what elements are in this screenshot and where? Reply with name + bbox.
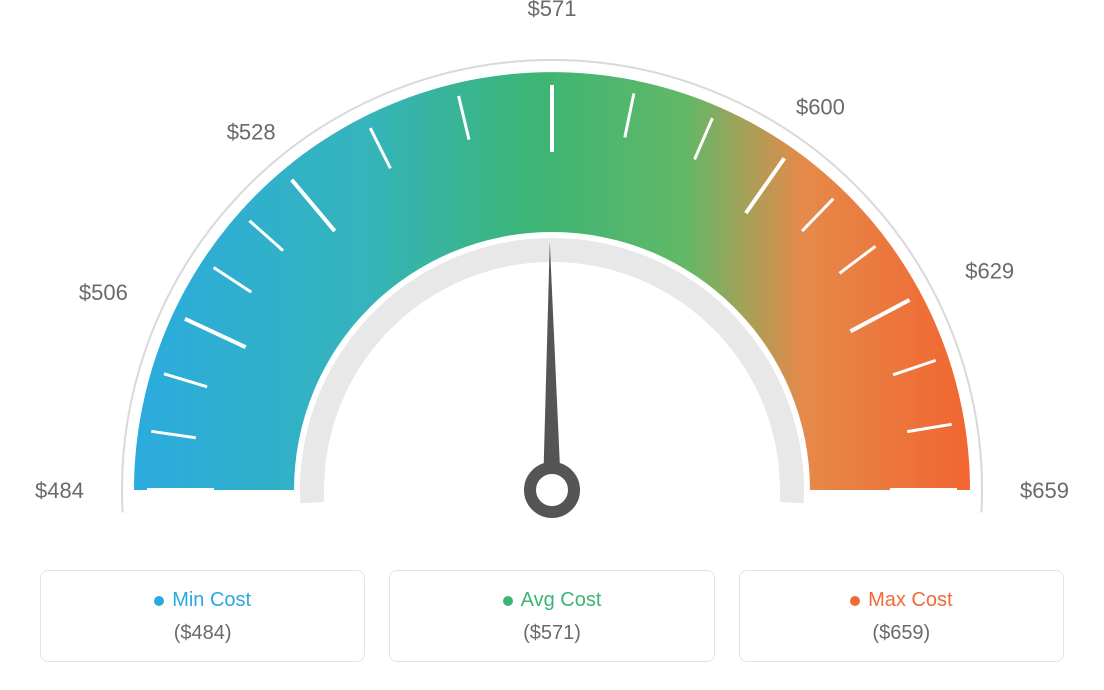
gauge-tick-label: $600 xyxy=(796,95,845,120)
legend-card-min: Min Cost ($484) xyxy=(40,570,365,662)
gauge-needle-hub xyxy=(530,468,574,512)
legend-value-avg: ($571) xyxy=(410,622,693,645)
gauge-tick-label: $571 xyxy=(528,0,577,21)
gauge-tick-label: $629 xyxy=(965,258,1014,283)
legend-label-min: Min Cost xyxy=(172,589,251,612)
gauge-tick-label: $659 xyxy=(1020,478,1069,503)
legend-card-max: Max Cost ($659) xyxy=(739,570,1064,662)
gauge-tick-label: $484 xyxy=(35,478,84,503)
legend-dot-avg xyxy=(503,596,513,606)
gauge-chart: $484 $506 $528 $571 $600 $629 $659 xyxy=(0,0,1104,560)
legend-value-max: ($659) xyxy=(760,622,1043,645)
legend-value-min: ($484) xyxy=(61,622,344,645)
legend-dot-min xyxy=(154,596,164,606)
gauge-svg: $484 $506 $528 $571 $600 $629 $659 xyxy=(0,0,1104,560)
legend-label-max: Max Cost xyxy=(868,589,952,612)
legend-row: Min Cost ($484) Avg Cost ($571) Max Cost… xyxy=(0,570,1104,662)
gauge-tick-label: $528 xyxy=(227,119,276,144)
gauge-needle xyxy=(543,242,561,490)
legend-card-avg: Avg Cost ($571) xyxy=(389,570,714,662)
legend-dot-max xyxy=(850,596,860,606)
gauge-tick-label: $506 xyxy=(79,280,128,305)
legend-label-avg: Avg Cost xyxy=(521,589,602,612)
